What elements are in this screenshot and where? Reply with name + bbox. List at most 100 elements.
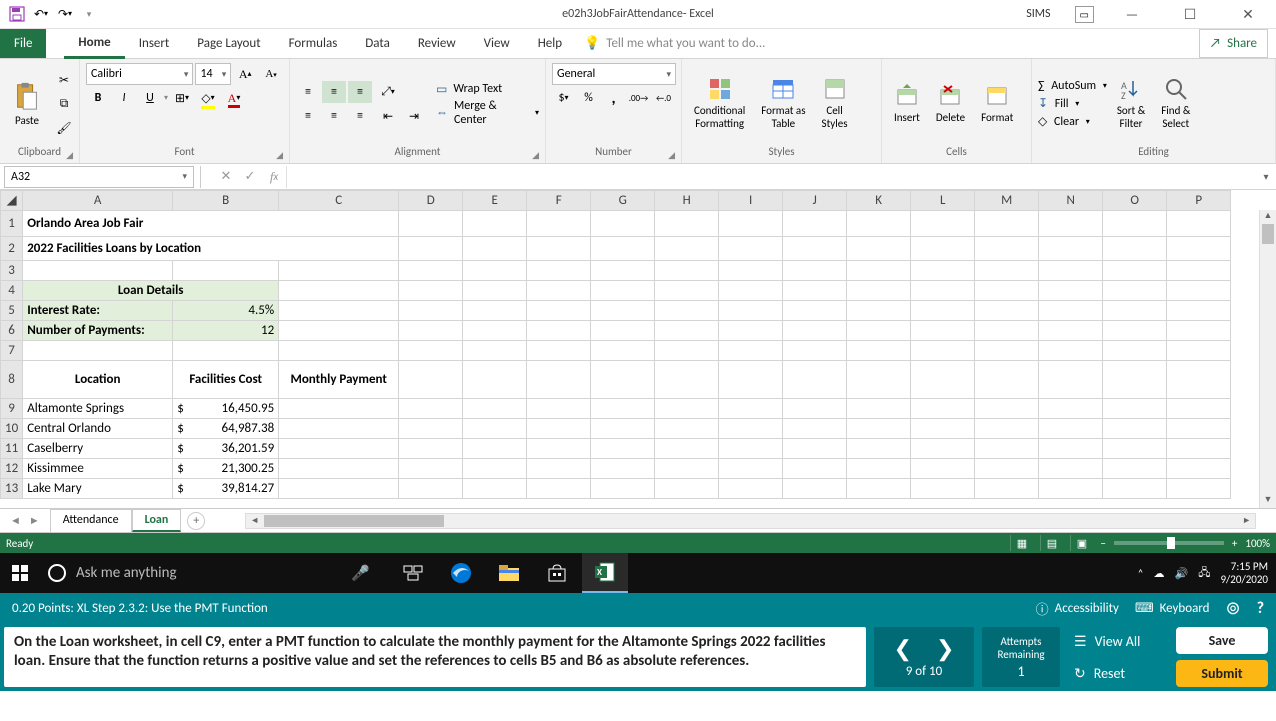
cell[interactable] <box>911 321 975 341</box>
spreadsheet-grid[interactable]: ◢ABCDEFGHIJKLMNOP 1Orlando Area Job Fair… <box>0 190 1276 509</box>
cell[interactable] <box>911 361 975 399</box>
tray-chevron-icon[interactable]: ˄ <box>1138 567 1144 580</box>
cell[interactable] <box>655 261 719 281</box>
cell[interactable] <box>279 341 399 361</box>
cell[interactable] <box>527 237 591 261</box>
submit-button[interactable]: Submit <box>1176 660 1268 687</box>
row-header-8[interactable]: 8 <box>1 361 23 399</box>
facilities-cost-cell[interactable]: $36,201.59 <box>173 439 279 459</box>
cell[interactable] <box>847 439 911 459</box>
cell[interactable] <box>1103 419 1167 439</box>
cell[interactable] <box>655 439 719 459</box>
cell[interactable] <box>463 419 527 439</box>
cell[interactable] <box>847 321 911 341</box>
cell[interactable] <box>1167 321 1231 341</box>
cell[interactable] <box>1039 361 1103 399</box>
insert-cells-button[interactable]: Insert <box>888 82 926 127</box>
column-header-L[interactable]: L <box>911 191 975 211</box>
cell[interactable] <box>591 419 655 439</box>
cell[interactable] <box>1167 301 1231 321</box>
sheet-tab-loan[interactable]: Loan <box>132 509 182 532</box>
zoom-out-icon[interactable]: − <box>1100 537 1105 550</box>
cell[interactable] <box>783 211 847 237</box>
column-header-M[interactable]: M <box>975 191 1039 211</box>
view-all-button[interactable]: ☰View All <box>1068 627 1168 655</box>
cell[interactable] <box>1039 211 1103 237</box>
cell[interactable] <box>655 211 719 237</box>
cell[interactable] <box>279 281 399 301</box>
page-break-view-icon[interactable]: ▣ <box>1070 535 1092 551</box>
copy-button[interactable]: ⧉ <box>52 93 76 115</box>
cell[interactable] <box>1167 439 1231 459</box>
cell[interactable] <box>847 459 911 479</box>
cell[interactable] <box>463 301 527 321</box>
cell[interactable] <box>591 301 655 321</box>
cell[interactable] <box>1167 211 1231 237</box>
cell[interactable] <box>1167 459 1231 479</box>
cell[interactable] <box>719 237 783 261</box>
sheet-nav-arrows[interactable]: ◄► <box>0 514 50 527</box>
paste-button[interactable]: Paste <box>6 79 48 130</box>
orientation-icon[interactable]: ⤢▾ <box>376 81 400 103</box>
cell[interactable] <box>975 361 1039 399</box>
row-header-9[interactable]: 9 <box>1 399 23 419</box>
cell[interactable] <box>591 261 655 281</box>
sheet-tab-attendance[interactable]: Attendance <box>50 509 132 532</box>
column-header-O[interactable]: O <box>1103 191 1167 211</box>
cell[interactable] <box>1103 301 1167 321</box>
cell[interactable] <box>591 459 655 479</box>
cell[interactable] <box>1167 261 1231 281</box>
cell[interactable] <box>1103 399 1167 419</box>
cell[interactable] <box>591 321 655 341</box>
task-view-icon[interactable] <box>390 553 436 593</box>
cell[interactable] <box>975 459 1039 479</box>
page-layout-view-icon[interactable]: ▤ <box>1040 535 1062 551</box>
cell[interactable] <box>463 361 527 399</box>
cell[interactable] <box>975 321 1039 341</box>
cell[interactable] <box>463 281 527 301</box>
cell[interactable] <box>911 399 975 419</box>
cell[interactable] <box>975 281 1039 301</box>
format-cells-button[interactable]: Format <box>975 82 1019 127</box>
zoom-in-icon[interactable]: + <box>1232 537 1237 550</box>
accounting-format-icon[interactable]: $▾ <box>552 87 575 109</box>
clear-button[interactable]: ◇ Clear ▾ <box>1038 114 1107 129</box>
cell[interactable] <box>783 479 847 499</box>
network-icon[interactable]: 🖧 <box>1198 564 1210 583</box>
expand-formula-bar-icon[interactable]: ▾ <box>1256 170 1276 183</box>
row-header-1[interactable]: 1 <box>1 211 23 237</box>
cell[interactable] <box>719 459 783 479</box>
zoom-level[interactable]: 100% <box>1245 537 1270 550</box>
windows-search[interactable]: Ask me anything 🎤 <box>40 564 380 583</box>
minimize-button[interactable]: — <box>1112 0 1152 28</box>
decrease-indent-icon[interactable]: ⇤ <box>376 105 400 127</box>
align-center-icon[interactable]: ≡ <box>322 105 346 127</box>
cell[interactable] <box>655 419 719 439</box>
column-header-N[interactable]: N <box>1039 191 1103 211</box>
clipboard-dialog-launcher[interactable]: ◢ <box>66 150 73 161</box>
cell[interactable] <box>463 261 527 281</box>
ribbon-display-options-icon[interactable]: ▭ <box>1075 6 1094 23</box>
tab-home[interactable]: Home <box>64 29 124 59</box>
cell[interactable] <box>911 459 975 479</box>
cell[interactable] <box>847 341 911 361</box>
borders-button[interactable]: ⊞▾ <box>170 87 194 109</box>
cell[interactable] <box>527 211 591 237</box>
location-cell[interactable]: Caselberry <box>23 439 173 459</box>
column-header-K[interactable]: K <box>847 191 911 211</box>
cell[interactable] <box>1039 281 1103 301</box>
cell[interactable] <box>591 361 655 399</box>
number-format-combo[interactable]: General▾ <box>552 63 676 85</box>
cell-styles-button[interactable]: Cell Styles <box>816 75 854 132</box>
cell[interactable] <box>399 237 463 261</box>
cell[interactable] <box>463 399 527 419</box>
cell[interactable] <box>719 439 783 459</box>
alignment-dialog-launcher[interactable]: ◢ <box>532 150 539 161</box>
add-sheet-button[interactable]: + <box>187 512 205 530</box>
tab-page-layout[interactable]: Page Layout <box>183 29 274 58</box>
cell[interactable] <box>463 439 527 459</box>
cell[interactable] <box>911 301 975 321</box>
interest-rate-value[interactable]: 4.5% <box>173 301 279 321</box>
tab-data[interactable]: Data <box>351 29 404 58</box>
cell[interactable] <box>279 301 399 321</box>
